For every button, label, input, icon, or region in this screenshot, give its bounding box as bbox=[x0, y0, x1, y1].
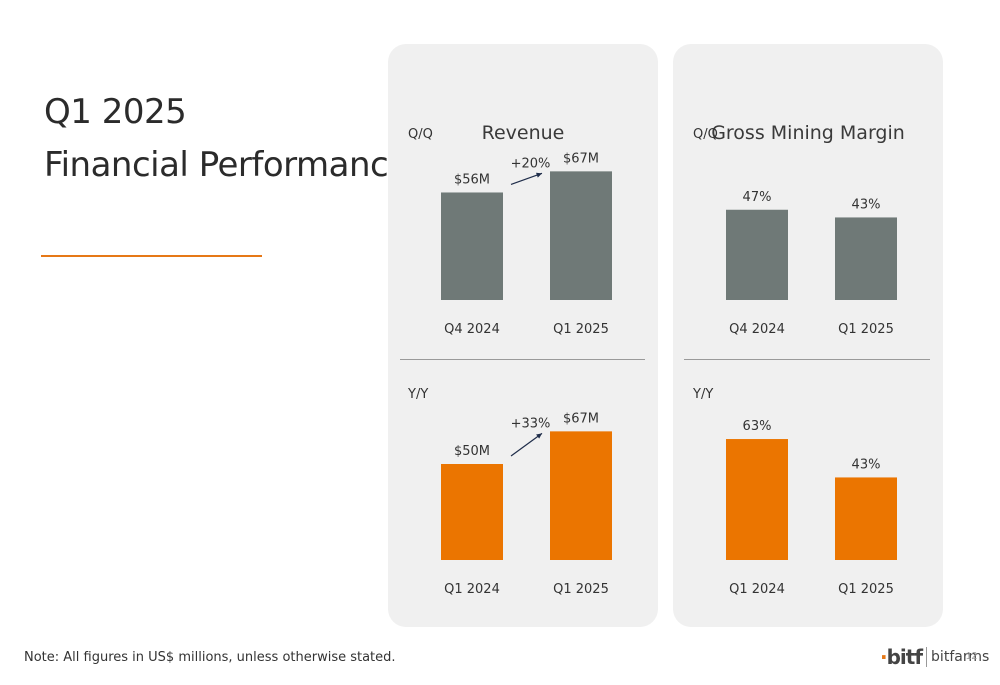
revenue-qq-chart-bar-1 bbox=[441, 192, 503, 300]
revenue-qq-chart: Q/Q $56M Q4 2024 $67M Q1 2025 +20% bbox=[408, 127, 612, 337]
gross-margin-qq-chart-category-label-1: Q4 2024 bbox=[729, 322, 785, 337]
revenue-qq-chart-change-label: +20% bbox=[511, 156, 551, 171]
revenue-qq-chart-change-arrow bbox=[510, 172, 543, 186]
revenue-qq-chart-change-arrowhead bbox=[536, 172, 542, 178]
page-number: 12 bbox=[966, 651, 978, 662]
revenue-yy-chart-bar-2 bbox=[550, 431, 612, 560]
gross-margin-yy-chart-bar-1 bbox=[726, 439, 788, 560]
gross-margin-yy-chart-bar-2 bbox=[835, 477, 897, 560]
logo-mark-dot: · bbox=[880, 645, 888, 669]
revenue-yy-chart-data-label-2: $67M bbox=[563, 411, 599, 426]
logo-mark: ·bitf bbox=[880, 645, 923, 669]
revenue-qq-chart-category-label-1: Q4 2024 bbox=[444, 322, 500, 337]
gross-margin-panel-title: Gross Mining Margin bbox=[711, 122, 905, 144]
revenue-qq-chart-data-label-2: $67M bbox=[563, 151, 599, 166]
logo-separator bbox=[926, 647, 928, 667]
revenue-panel: Revenue bbox=[388, 44, 658, 627]
revenue-yy-chart-bar-1 bbox=[441, 464, 503, 560]
revenue-yy-chart-data-label-1: $50M bbox=[454, 444, 490, 459]
gross-margin-yy-chart-category-label-2: Q1 2025 bbox=[838, 582, 894, 597]
gross-margin-qq-chart-data-label-2: 43% bbox=[852, 197, 881, 212]
gross-margin-qq-chart-subtitle: Q/Q bbox=[693, 127, 718, 142]
gross-margin-qq-chart-bar-1 bbox=[726, 209, 788, 300]
gross-margin-qq-chart-category-label-2: Q1 2025 bbox=[838, 322, 894, 337]
gross-margin-yy-chart-subtitle: Y/Y bbox=[692, 387, 713, 402]
slide-title-line-2: Financial Performance bbox=[44, 145, 409, 185]
revenue-qq-chart-subtitle: Q/Q bbox=[408, 127, 433, 142]
revenue-divider bbox=[400, 359, 645, 360]
logo-text: bitfarms bbox=[931, 649, 990, 665]
gross-margin-divider bbox=[684, 359, 930, 360]
gross-margin-yy-chart-data-label-2: 43% bbox=[852, 457, 881, 472]
gross-margin-panel: Gross Mining Margin bbox=[673, 44, 943, 627]
revenue-qq-chart-data-label-1: $56M bbox=[454, 172, 490, 187]
gross-margin-yy-chart-data-label-1: 63% bbox=[743, 419, 772, 434]
revenue-yy-chart-subtitle: Y/Y bbox=[407, 387, 428, 402]
gross-margin-qq-chart: Q/Q 47% Q4 2024 43% Q1 2025 bbox=[693, 127, 897, 337]
gross-margin-yy-chart-category-label-1: Q1 2024 bbox=[729, 582, 785, 597]
gross-margin-yy-chart: Y/Y 63% Q1 2024 43% Q1 2025 bbox=[692, 387, 897, 597]
revenue-yy-chart-change-arrowhead bbox=[536, 433, 542, 439]
revenue-qq-chart-bar-2 bbox=[550, 171, 612, 300]
revenue-qq-chart-category-label-2: Q1 2025 bbox=[553, 322, 609, 337]
slide-title-line-1: Q1 2025 bbox=[44, 92, 187, 132]
bitfarms-logo: ·bitf bitfarms bbox=[880, 645, 989, 669]
revenue-yy-chart: Y/Y $50M Q1 2024 $67M Q1 2025 +33% bbox=[407, 387, 612, 597]
slide-title: Q1 2025 Financial Performance bbox=[44, 86, 409, 192]
footnote: Note: All figures in US$ millions, unles… bbox=[24, 650, 396, 665]
gross-margin-qq-chart-bar-2 bbox=[835, 217, 897, 300]
revenue-panel-title: Revenue bbox=[481, 122, 565, 144]
revenue-yy-chart-category-label-1: Q1 2024 bbox=[444, 582, 500, 597]
revenue-yy-chart-change-label: +33% bbox=[511, 416, 551, 431]
gross-margin-qq-chart-data-label-1: 47% bbox=[743, 190, 772, 205]
revenue-yy-chart-category-label-2: Q1 2025 bbox=[553, 582, 609, 597]
logo-mark-text: bitf bbox=[886, 645, 923, 669]
revenue-yy-chart-change-arrow bbox=[510, 432, 543, 457]
title-accent-line bbox=[41, 255, 262, 257]
